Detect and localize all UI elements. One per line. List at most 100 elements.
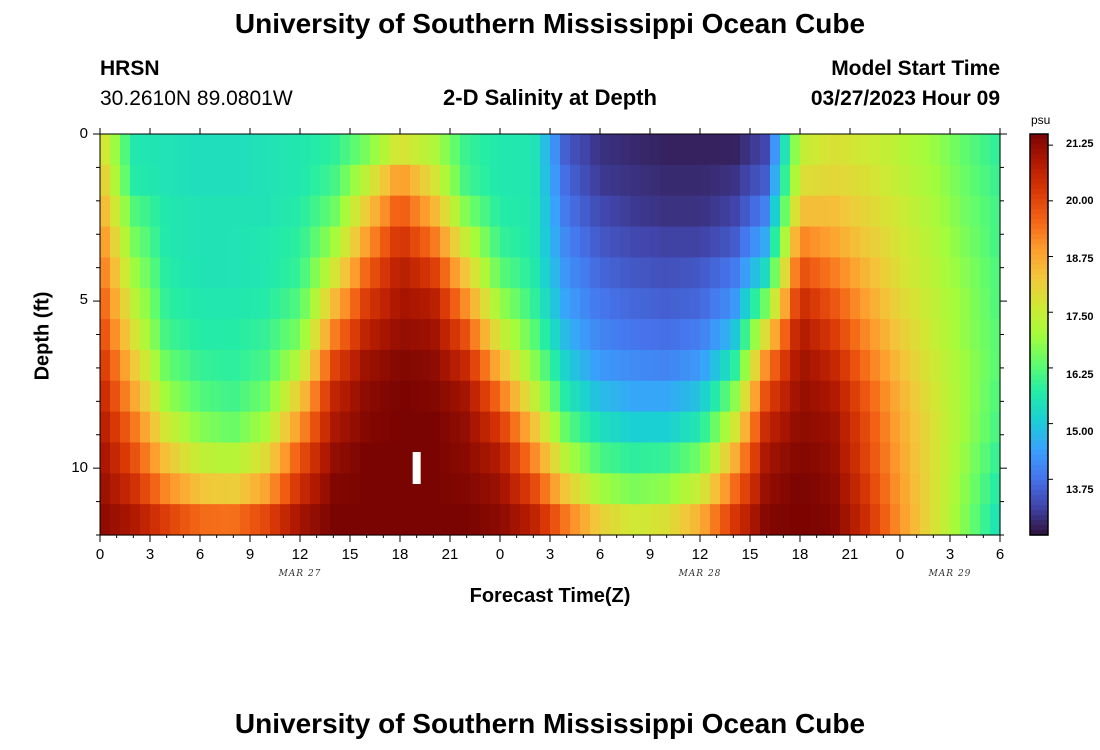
heatmap-cell	[730, 319, 741, 351]
heatmap-cell	[130, 473, 141, 505]
heatmap-cell	[210, 411, 221, 444]
heatmap-cell	[620, 288, 631, 320]
heatmap-cell	[970, 504, 981, 536]
heatmap-cell	[550, 164, 561, 197]
heatmap-cell	[150, 226, 161, 258]
heatmap-cell	[870, 226, 881, 258]
heatmap-cell	[340, 380, 351, 413]
heatmap-cell	[450, 164, 461, 197]
heatmap-cell	[790, 134, 801, 166]
heatmap-cell	[450, 257, 461, 289]
heatmap-cell	[850, 164, 861, 197]
heatmap-cell	[910, 257, 921, 289]
heatmap-cell	[170, 257, 181, 289]
heatmap-cell	[490, 442, 501, 474]
heatmap-cell	[120, 195, 131, 228]
heatmap-cell	[930, 319, 941, 351]
heatmap-cell	[540, 442, 551, 474]
colorbar-frame	[1029, 133, 1049, 536]
heatmap-cell	[860, 473, 871, 505]
x-tick-label: 12	[691, 546, 709, 563]
heatmap-cell	[780, 195, 791, 228]
model-start-label: Model Start Time	[831, 57, 1000, 80]
heatmap-cell	[250, 164, 261, 197]
heatmap-cell	[750, 288, 761, 320]
heatmap-cell	[890, 411, 901, 444]
heatmap-cell	[810, 473, 821, 505]
heatmap-cell	[740, 442, 751, 474]
heatmap-cell	[500, 411, 511, 444]
heatmap-cell	[760, 134, 771, 166]
heatmap-cell	[540, 288, 551, 320]
heatmap-cell	[650, 319, 661, 351]
heatmap-cell	[480, 134, 491, 166]
heatmap-cell	[210, 195, 221, 228]
heatmap-cell	[760, 195, 771, 228]
heatmap-cell	[520, 442, 531, 474]
heatmap-cell	[300, 288, 311, 320]
heatmap-cell	[220, 288, 231, 320]
heatmap-cell	[840, 349, 851, 382]
heatmap-cell	[710, 442, 721, 474]
heatmap-cell	[710, 288, 721, 320]
x-tick-label: 21	[441, 546, 459, 563]
heatmap-cell	[110, 288, 121, 320]
heatmap-cell	[240, 134, 251, 166]
heatmap-cell	[240, 349, 251, 382]
heatmap-cell	[180, 473, 191, 505]
heatmap-cell	[570, 442, 581, 474]
heatmap-cell	[230, 134, 241, 166]
colorbar-segment	[1030, 484, 1048, 491]
colorbar-segment	[1030, 339, 1048, 346]
heatmap-cell	[180, 349, 191, 382]
heatmap-cell	[710, 349, 721, 382]
heatmap-cell	[290, 380, 301, 413]
heatmap-cell	[520, 380, 531, 413]
heatmap-cell	[780, 473, 791, 505]
heatmap-cell	[620, 349, 631, 382]
heatmap-cell	[490, 473, 501, 505]
heatmap-cell	[590, 257, 601, 289]
heatmap-cell	[280, 288, 291, 320]
heatmap-cell	[200, 134, 211, 166]
heatmap-cell	[650, 473, 661, 505]
heatmap-cell	[940, 380, 951, 413]
colorbar-segment	[1030, 284, 1048, 290]
heatmap-cell	[100, 319, 111, 351]
colorbar-segment	[1030, 519, 1048, 526]
heatmap-cell	[160, 380, 171, 413]
heatmap-cell	[760, 411, 771, 444]
heatmap-cell	[540, 504, 551, 536]
heatmap-cell	[680, 442, 691, 474]
colorbar-tick-label: 21.25	[1066, 138, 1094, 150]
heatmap-cell	[860, 349, 871, 382]
heatmap-cell	[420, 349, 431, 382]
heatmap-cell	[260, 319, 271, 351]
heatmap-cell	[360, 164, 371, 197]
heatmap-cell	[570, 164, 581, 197]
heatmap-cell	[700, 473, 711, 505]
heatmap-cell	[160, 164, 171, 197]
heatmap-cell	[880, 257, 891, 289]
heatmap-cell	[230, 319, 241, 351]
heatmap-cell	[680, 411, 691, 444]
heatmap-cell	[790, 473, 801, 505]
heatmap-cell	[550, 473, 561, 505]
heatmap-cell	[630, 411, 641, 444]
colorbar-segment	[1030, 149, 1048, 155]
heatmap-cell	[450, 442, 461, 474]
heatmap-cell	[760, 349, 771, 382]
heatmap-cell	[470, 319, 481, 351]
heatmap-cell	[430, 380, 441, 413]
heatmap-cell	[400, 257, 411, 289]
heatmap-cell	[890, 195, 901, 228]
heatmap-cell	[440, 473, 451, 505]
heatmap-cell	[670, 442, 681, 474]
colorbar-segment	[1030, 524, 1048, 531]
heatmap-cell	[530, 257, 541, 289]
heatmap-cell	[960, 195, 971, 228]
heatmap-cell	[530, 442, 541, 474]
heatmap-cell	[390, 473, 401, 505]
heatmap-cell	[910, 349, 921, 382]
heatmap-cell	[890, 380, 901, 413]
